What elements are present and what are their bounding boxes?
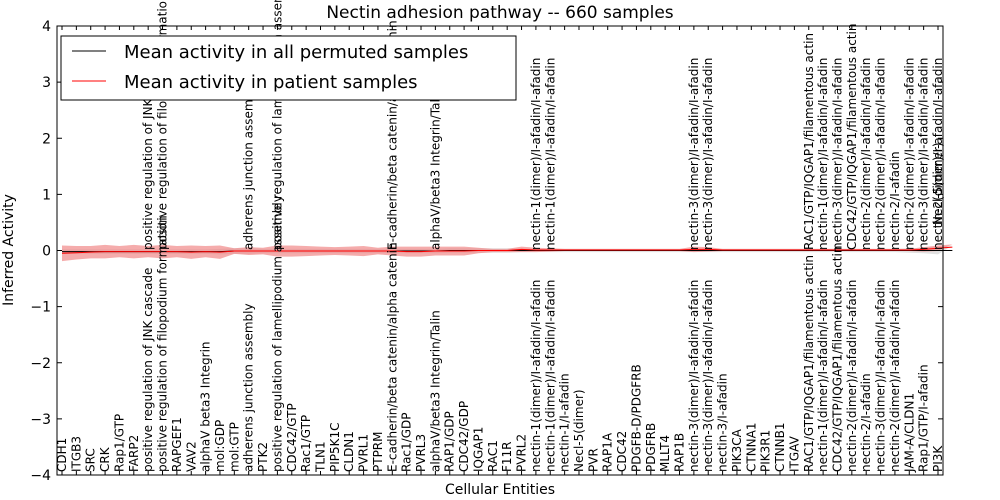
- y-tick-label: −4: [30, 468, 51, 484]
- category-label: nectin-2(dimer)/I-afadin/I-afadin: [845, 280, 859, 472]
- category-label: nectin-1(dimer)/I-afadin/I-afadin: [543, 280, 557, 472]
- category-label-upper: nectin-3(dimer)/I-afadin/I-afadin: [701, 58, 715, 250]
- category-label: Rac1/GTP: [299, 415, 313, 472]
- category-label: CDC42/GTP/IQGAP1/filamentous actin: [830, 246, 844, 472]
- category-label: nectin-1(dimer)/I-afadin/I-afadin: [529, 280, 543, 472]
- category-label-upper: nectin-1(dimer)/I-afadin/I-afadin: [529, 58, 543, 250]
- category-label: mol:GDP: [213, 420, 227, 472]
- category-label: positive regulation of filopodium format…: [156, 215, 170, 472]
- category-label: PIK3R1: [759, 430, 773, 472]
- category-label: PTK2: [256, 442, 270, 472]
- y-tick-label: 4: [42, 19, 51, 35]
- category-label: mol:GTP: [227, 422, 241, 472]
- y-tick-label: 3: [42, 75, 51, 91]
- category-label-upper: nectin-3(dimer)/I-afadin/I-afadin: [917, 58, 931, 250]
- y-tick-label: 0: [42, 244, 51, 260]
- y-tick-label: 1: [42, 187, 51, 203]
- category-label: CDC42: [615, 431, 629, 472]
- category-label: nectin-3(dimer)/I-afadin/I-afadin: [701, 280, 715, 472]
- category-label: IQGAP1: [471, 427, 485, 472]
- category-label: positive regulation of JNK cascade: [141, 268, 155, 472]
- category-label: Rap1/GTP/I-afadin: [917, 364, 931, 472]
- category-label: nectin-3(dimer)/I-afadin/I-afadin: [687, 280, 701, 472]
- category-label: nectin-1(dimer)/I-afadin/I-afadin: [816, 280, 830, 472]
- category-label: PIP5K1C: [328, 422, 342, 472]
- category-label: nectin-3(dimer)/I-afadin/I-afadin: [874, 280, 888, 472]
- category-label: CRK: [98, 446, 112, 472]
- category-label: PI3K: [931, 445, 945, 472]
- category-label-upper: alphaV/beta3 Integrin/Talin: [428, 88, 442, 250]
- category-label-upper: RAC1/GTP/IQGAP1/filamentous actin: [802, 33, 816, 250]
- patient-mean-line: [61, 246, 953, 254]
- category-label-upper: nectin-2(dimer)/I-afadin/I-afadin: [931, 58, 945, 250]
- plot-area: −4 −3 −2 −1 0 1 2 3 4 CDH1 ITGB3 SRC CRK Rap1/GTP FARP…: [30, 0, 953, 484]
- category-label: alphaV beta3 Integrin: [199, 341, 213, 472]
- category-label: VAV2: [184, 441, 198, 472]
- category-label: RAC1: [486, 440, 500, 472]
- category-label-upper: nectin-2/I-afadin: [888, 151, 902, 250]
- chart-title: Nectin adhesion pathway -- 660 samples: [326, 3, 673, 23]
- category-label: SRC: [84, 448, 98, 472]
- y-tick-label: 2: [42, 131, 51, 147]
- category-label: JAM-A/CLDN1: [902, 393, 916, 473]
- category-label: alphaV/beta3 Integrin/Talin: [428, 310, 442, 472]
- category-label: CLDN1: [342, 431, 356, 472]
- legend-box: [60, 35, 517, 101]
- category-label: PTPRM: [371, 432, 385, 473]
- category-label: RAP1B: [673, 433, 687, 472]
- category-label: PVR: [586, 448, 600, 472]
- category-label: Rap1/GTP: [112, 414, 126, 472]
- y-axis-label: Inferred Activity: [1, 194, 17, 306]
- category-label: RAP1A: [601, 432, 615, 472]
- category-label: nectin-2(dimer)/I-afadin/I-afadin: [888, 280, 902, 472]
- category-label: PIK3CA: [730, 428, 744, 472]
- category-label-upper: CDC42/GTP/IQGAP1/filamentous actin: [845, 24, 859, 250]
- category-label: nectin-3/I-afadin: [716, 373, 730, 472]
- category-label: CDC42/GDP: [457, 401, 471, 472]
- category-label: adherens junction assembly: [242, 303, 256, 472]
- category-label-upper: nectin-2(dimer)/I-afadin/I-afadin: [902, 58, 916, 250]
- legend-label-permuted: Mean activity in all permuted samples: [124, 42, 468, 63]
- legend: Mean activity in all permuted samples Me…: [60, 35, 517, 101]
- category-label: Rac1/GDP: [400, 413, 414, 472]
- category-label: ITGAV: [787, 435, 801, 472]
- x-axis-label: Cellular Entities: [445, 482, 555, 498]
- category-label-upper: nectin-3(dimer)/I-afadin/I-afadin: [830, 58, 844, 250]
- category-label: nectin-2/I-afadin: [859, 373, 873, 472]
- category-label: TLN1: [313, 441, 327, 473]
- category-label: FARP2: [127, 435, 141, 472]
- category-label: MLLT4: [658, 435, 672, 472]
- category-label: positive regulation of lamellipodium ass…: [270, 195, 284, 472]
- category-label: PVRL2: [515, 434, 529, 472]
- category-label: CDH1: [55, 438, 69, 472]
- y-tick-label: −1: [30, 300, 51, 316]
- category-label-upper: nectin-2(dimer)/I-afadin/I-afadin: [859, 58, 873, 250]
- category-label-upper: nectin-3(dimer)/I-afadin/I-afadin: [687, 58, 701, 250]
- y-tick-label: −3: [30, 412, 51, 428]
- category-label: CTNNA1: [744, 422, 758, 472]
- category-label-upper: adherens junction assembly: [242, 81, 256, 250]
- category-label: RAPGEF1: [170, 417, 184, 472]
- category-label: RAC1/GTP/IQGAP1/filamentous actin: [802, 255, 816, 472]
- category-label: Necl-5(dimer): [572, 389, 586, 472]
- category-label-upper: nectin-1(dimer)/I-afadin/I-afadin: [543, 58, 557, 250]
- category-label-upper: nectin-2(dimer)/I-afadin/I-afadin: [874, 58, 888, 250]
- category-label: nectin-1/I-afadin: [558, 373, 572, 472]
- category-label: F11R: [500, 441, 514, 472]
- y-tick-label: −2: [30, 356, 51, 372]
- category-label-upper: nectin-1(dimer)/I-afadin/I-afadin: [816, 58, 830, 250]
- category-label: ITGB3: [69, 436, 83, 472]
- category-label-upper: Necl-5(dimer): [931, 142, 945, 225]
- category-label: PVRL3: [414, 434, 428, 472]
- category-label: E-cadherin/beta catenin/alpha catenin: [385, 242, 399, 472]
- category-label: CTNNB1: [773, 422, 787, 472]
- patient-band: [62, 244, 953, 262]
- category-label: PVRL1: [357, 434, 371, 472]
- legend-label-patient: Mean activity in patient samples: [124, 72, 418, 93]
- category-label: PDGFRB: [644, 423, 658, 472]
- category-label: CDC42/GTP: [285, 403, 299, 472]
- category-label: RAP1/GDP: [443, 411, 457, 472]
- category-label: PDGFB-D/PDGFRB: [629, 364, 643, 472]
